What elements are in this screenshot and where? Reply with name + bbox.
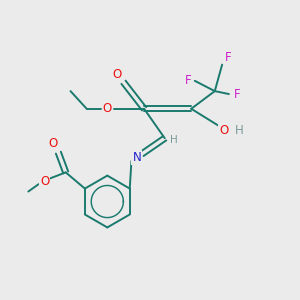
Text: N: N (132, 151, 141, 164)
Text: O: O (48, 137, 58, 150)
Text: O: O (40, 175, 49, 188)
Text: H: H (235, 124, 243, 137)
Text: F: F (185, 74, 192, 87)
Text: O: O (219, 124, 228, 137)
Text: H: H (170, 135, 178, 145)
Text: O: O (103, 102, 112, 115)
Text: F: F (225, 51, 231, 64)
Text: F: F (233, 88, 240, 100)
Text: O: O (112, 68, 122, 80)
